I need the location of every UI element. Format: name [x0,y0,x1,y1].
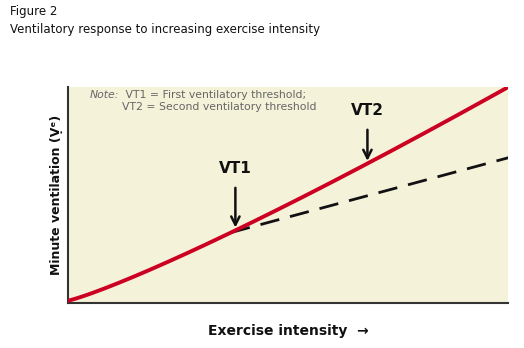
Text: VT2: VT2 [351,103,384,118]
Text: Note:: Note: [90,90,119,100]
Text: Figure 2: Figure 2 [10,5,58,18]
Text: Ventilatory response to increasing exercise intensity: Ventilatory response to increasing exerc… [10,23,321,35]
Text: Exercise intensity  →: Exercise intensity → [208,324,368,338]
Text: VT1 = First ventilatory threshold;
VT2 = Second ventilatory threshold: VT1 = First ventilatory threshold; VT2 =… [122,90,316,112]
Y-axis label: Minute ventilation (Ṿᵉ): Minute ventilation (Ṿᵉ) [50,115,62,275]
Text: VT1: VT1 [219,161,252,176]
